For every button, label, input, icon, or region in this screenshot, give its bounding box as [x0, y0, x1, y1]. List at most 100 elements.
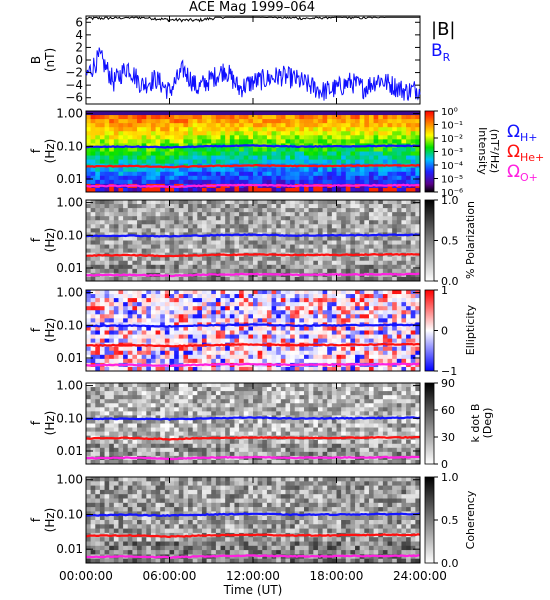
intensity-cell — [137, 171, 142, 177]
intensity-cell — [382, 151, 388, 156]
polarization-cell — [285, 212, 291, 217]
intensity-cell — [285, 187, 291, 193]
intensity-cell — [113, 167, 119, 173]
ellipticity-cell — [406, 366, 412, 372]
ellipticity-cell — [257, 314, 263, 319]
intensity-cell — [99, 179, 105, 185]
intensity-cell — [257, 159, 263, 164]
ellipticity-cell — [327, 330, 333, 335]
ellipticity-cell — [86, 330, 91, 335]
ellipticity-cell — [382, 366, 388, 372]
polarization-cell — [406, 276, 412, 282]
ellipticity-cell — [229, 290, 235, 295]
intensity-cell — [239, 127, 245, 132]
intensity-cell — [155, 167, 161, 173]
polarization-cell — [382, 260, 388, 266]
ellipticity-cell — [271, 294, 277, 299]
polarization-cell — [243, 208, 249, 213]
intensity-cell — [234, 159, 240, 164]
polarization-cell — [331, 264, 337, 270]
polarization-cell — [164, 248, 170, 253]
kdotb-cell — [192, 391, 198, 396]
ellipticity-cell — [220, 314, 226, 319]
intensity-cell — [150, 151, 156, 156]
kdotb-cell — [132, 431, 138, 436]
kdotb-cell — [146, 395, 152, 400]
polarization-cell — [331, 204, 337, 209]
kdotb-cell — [99, 391, 105, 396]
polarization-cell — [317, 264, 323, 270]
intensity-cell — [215, 135, 221, 140]
polarization-cell — [234, 208, 240, 213]
intensity-cell — [364, 175, 370, 181]
ellipticity-cell — [266, 326, 272, 331]
kdotb-cell — [113, 403, 119, 408]
polarization-cell — [132, 212, 138, 217]
polarization-cell — [141, 248, 147, 253]
polarization-cell — [137, 224, 142, 229]
ellipticity-cell — [174, 342, 180, 347]
ellipticity-cell — [160, 334, 166, 339]
kdotb-cell — [99, 427, 105, 432]
polarization-cell — [271, 248, 277, 253]
kdotb-cell — [174, 431, 180, 436]
intensity-cell — [248, 131, 254, 136]
kdotb-cell — [201, 427, 207, 432]
ellipticity-cell — [118, 302, 124, 307]
ellipticity-cell — [127, 346, 133, 352]
polarization-cell — [229, 264, 235, 270]
ellipticity-cell — [299, 298, 305, 303]
polarization-cell — [123, 260, 129, 266]
polarization-cell — [178, 232, 184, 237]
intensity-cell — [86, 147, 91, 152]
kdotb-cell — [104, 419, 110, 424]
kdotb-cell — [155, 411, 161, 416]
intensity-cell — [396, 119, 402, 124]
polarization-cell — [141, 224, 147, 229]
kdotb-cell — [146, 431, 152, 436]
intensity-cell — [387, 135, 393, 140]
ellipticity-cell — [322, 298, 328, 303]
intensity-cell — [99, 187, 105, 193]
ellipticity-cell — [178, 314, 184, 319]
ellipticity-cell — [266, 330, 272, 335]
ellipticity-cell — [192, 326, 198, 331]
intensity-cell — [248, 187, 254, 193]
ellipticity-colorbar-label: Ellipticity — [464, 304, 477, 355]
ellipticity-cell — [243, 314, 249, 319]
ellipticity-cell — [99, 318, 105, 323]
ellipticity-cell — [406, 306, 412, 311]
ellipticity-cell — [308, 310, 314, 315]
kdotb-cell — [146, 407, 152, 412]
ellipticity-cell — [123, 290, 129, 295]
intensity-cell — [336, 155, 342, 160]
ellipticity-cell — [396, 290, 402, 295]
ellipticity-cell — [401, 290, 407, 295]
kdotb-cell — [127, 411, 133, 416]
intensity-cell — [317, 175, 323, 181]
intensity-cell — [164, 159, 170, 164]
ellipticity-cell — [401, 306, 407, 311]
polarization-cell — [206, 256, 212, 262]
intensity-cell — [174, 159, 180, 164]
polarization-cell — [160, 252, 166, 257]
polarization-cell — [243, 224, 249, 229]
intensity-cell — [201, 155, 207, 160]
ellipticity-cell — [220, 298, 226, 303]
ellipticity-cell — [248, 338, 254, 343]
kdotb-cell — [178, 419, 184, 424]
ellipticity-cell — [192, 346, 198, 352]
ellipticity-cell — [225, 314, 231, 319]
ellipticity-cell — [164, 322, 170, 327]
polarization-cell — [280, 236, 286, 241]
ellipticity-cell — [220, 302, 226, 307]
kdotb-cell — [95, 427, 101, 432]
kdotb-cell — [132, 395, 138, 400]
polarization-cell — [387, 236, 393, 241]
polarization-cell — [150, 228, 156, 233]
ellipticity-cell — [183, 358, 189, 364]
polarization-cell — [364, 276, 370, 282]
intensity-cell — [253, 123, 258, 128]
ellipticity-cell — [155, 326, 161, 331]
